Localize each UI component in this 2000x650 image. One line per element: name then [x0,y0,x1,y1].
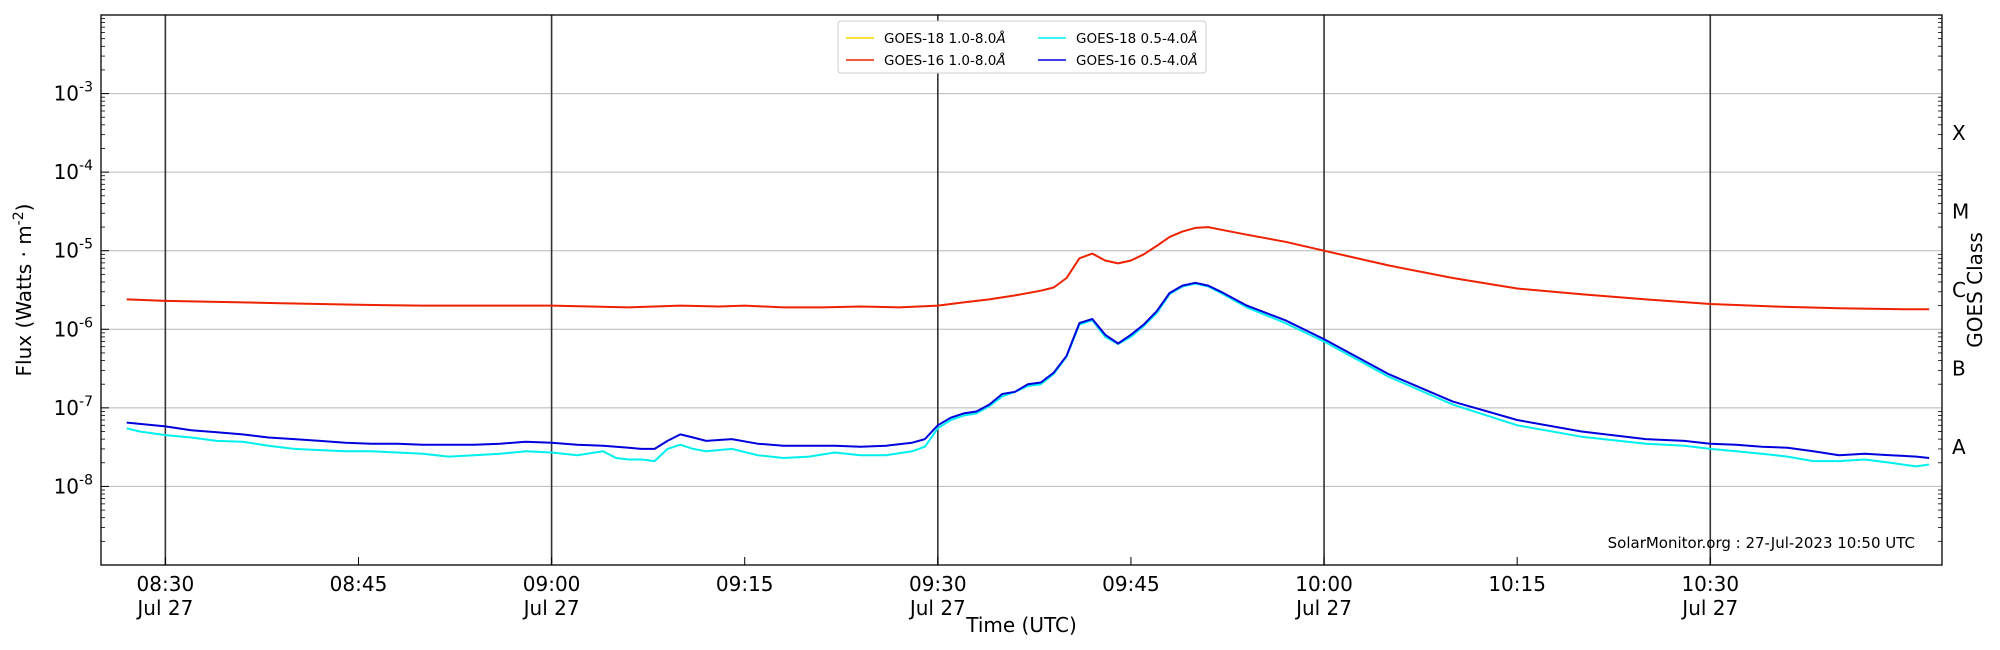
goes-class-label-c: C [1952,278,1966,302]
y-axis-label: Flux (Watts · m-2) [11,204,36,377]
goes-class-label-m: M [1952,199,1969,223]
y-tick-label: 10-7 [54,394,93,420]
legend-label: GOES-16 0.5-4.0Å [1076,52,1198,69]
x-tick-label: 08:30 [137,572,195,596]
goes-class-label-x: X [1952,121,1966,145]
y-tick-label: 10-4 [54,158,94,184]
legend-label: GOES-18 0.5-4.0Å [1076,30,1198,47]
x-tick-label: 09:45 [1102,572,1160,596]
x-tick-label: 09:15 [716,572,774,596]
legend-box [837,20,1207,74]
x-axis-label: Time (UTC) [965,613,1077,637]
series-layer [126,226,1930,468]
y-tick-label: 10-3 [54,80,93,106]
y-tick-label: 10-6 [54,315,94,341]
legend-label: GOES-16 1.0-8.0Å [884,52,1006,69]
x-tick-date: Jul 27 [908,596,966,620]
y-tick-label: 10-5 [54,237,93,263]
x-tick-label: 10:00 [1295,572,1353,596]
series-line-goes-18-0-5-4-0 [126,282,1930,468]
x-tick-date: Jul 27 [522,596,580,620]
plot-frame [100,14,1943,566]
x-tick-date: Jul 27 [1680,596,1738,620]
x-tick-label: 10:30 [1681,572,1739,596]
goes-class-label-a: A [1952,435,1966,459]
y-tick-label: 10-8 [54,472,93,498]
goes-class-label-b: B [1952,357,1966,381]
series-line-goes-16-1-0-8-0 [126,226,1930,311]
x-tick-date: Jul 27 [135,596,193,620]
x-tick-label: 09:30 [909,572,967,596]
source-annotation: SolarMonitor.org : 27-Jul-2023 10:50 UTC [1608,534,1915,552]
x-tick-date: Jul 27 [1294,596,1352,620]
reference-lines [164,15,1712,565]
grid-layer [101,93,1942,487]
series-line-goes-16-0-5-4-0 [126,281,1930,459]
x-tick-label: 10:15 [1488,572,1546,596]
x-tick-label: 09:00 [523,572,581,596]
legend: GOES-18 1.0-8.0Å GOES-16 1.0-8.0Å GOES-18 … [837,20,1207,74]
legend-label: GOES-18 1.0-8.0Å [884,30,1006,47]
x-tick-label: 08:45 [330,572,388,596]
goes-class-axis-label: GOES Class [1963,232,1987,348]
